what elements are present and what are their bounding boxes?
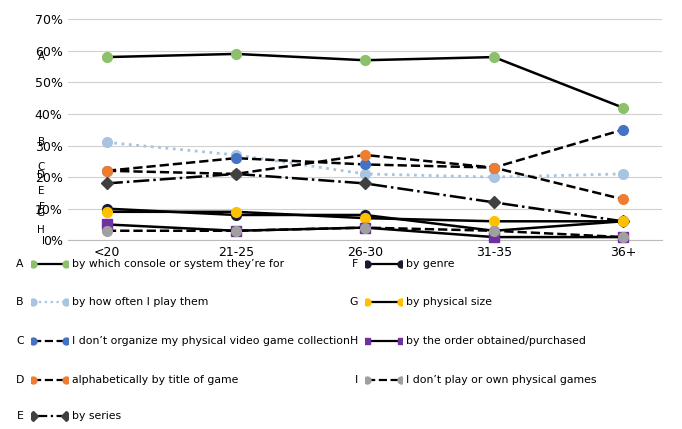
Text: by which console or system they’re for: by which console or system they’re for — [72, 259, 284, 269]
Text: I don’t play or own physical games: I don’t play or own physical games — [406, 375, 596, 385]
Text: by the order obtained/purchased: by the order obtained/purchased — [406, 336, 586, 346]
Text: I: I — [42, 236, 45, 246]
Text: I don’t organize my physical video game collection: I don’t organize my physical video game … — [72, 336, 349, 346]
Text: G: G — [37, 208, 45, 218]
Text: B: B — [16, 297, 24, 308]
Text: E: E — [17, 411, 24, 421]
Text: by genre: by genre — [406, 259, 454, 269]
Text: H: H — [38, 225, 45, 235]
Text: by how often I play them: by how often I play them — [72, 297, 208, 308]
Text: C: C — [16, 336, 24, 346]
Text: G: G — [350, 297, 358, 308]
Text: by series: by series — [72, 411, 121, 421]
Text: C: C — [38, 162, 45, 172]
Text: A: A — [16, 259, 24, 269]
Text: D: D — [16, 375, 24, 385]
Text: alphabetically by title of game: alphabetically by title of game — [72, 375, 238, 385]
Text: B: B — [38, 137, 45, 147]
Text: F: F — [352, 259, 358, 269]
Text: I: I — [355, 375, 358, 385]
Text: H: H — [350, 336, 358, 346]
Text: F: F — [39, 202, 45, 212]
Text: E: E — [38, 186, 45, 196]
Text: by physical size: by physical size — [406, 297, 492, 308]
Text: D: D — [37, 169, 45, 180]
Text: A: A — [38, 52, 45, 62]
